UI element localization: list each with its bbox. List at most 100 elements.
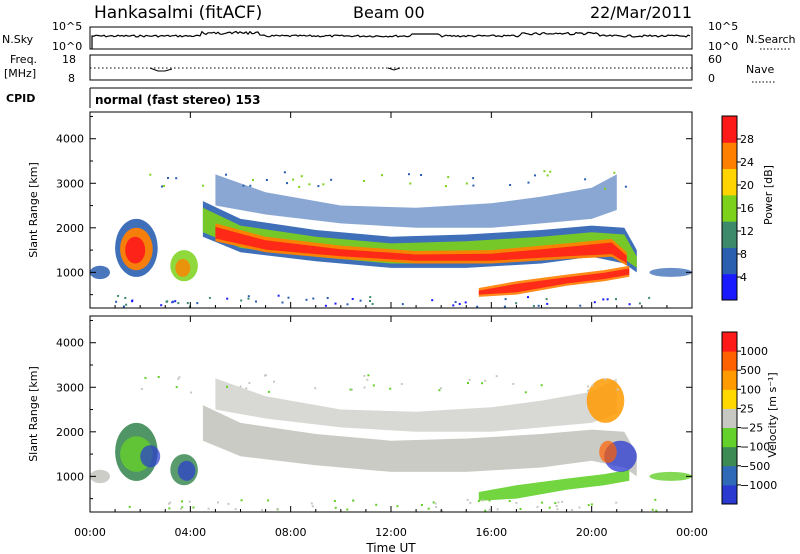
velocity-far-pixel (157, 376, 160, 378)
velocity-ground-pixel (466, 499, 469, 501)
power-far-pixel (604, 187, 607, 190)
velocity-ground-pixel (548, 506, 551, 509)
ytick-label: 3000 (56, 177, 84, 190)
colorbar-tick-label: 16 (740, 202, 754, 215)
power-ground-pixel (131, 299, 134, 302)
velocity-ground-pixel (615, 501, 618, 504)
power-far-pixel (330, 178, 333, 181)
velocity-far-pixel (267, 390, 270, 393)
power-far-pixel (472, 177, 475, 180)
velocity-ground-pixel (207, 507, 210, 510)
ytick-label: 2000 (56, 222, 84, 235)
power-low-band-peak (478, 268, 630, 295)
power-colorbar: 4 8 12 16 20 24 28 (721, 115, 754, 301)
power-ground-pixel (579, 304, 582, 307)
power-ground-pixel (208, 296, 211, 299)
velocity-axes: 1000 2000 3000 4000 (56, 319, 692, 500)
power-far-pixel (175, 177, 178, 180)
colorbar-tick-label: 24 (740, 156, 754, 169)
power-ground-pixel (324, 304, 327, 307)
velocity-ground-pixel (587, 504, 590, 507)
velocity-ground-pixel (557, 501, 560, 504)
xtick-label: 00:00 (74, 526, 106, 539)
velocity-ground-pixel (484, 509, 487, 512)
power-ground-pixel (464, 301, 467, 304)
velocity-west-blob-blue (140, 445, 161, 468)
velocity-far-pixel (140, 387, 143, 390)
power-ground-pixel (532, 305, 535, 307)
velocity-far-pixel (468, 378, 471, 381)
velocity-far-pixel (389, 387, 392, 390)
colorbar-swatch (722, 351, 737, 371)
velocity-orange-patch (586, 378, 625, 423)
power-far-pixel (292, 178, 295, 181)
velocity-ground-pixel (217, 501, 219, 504)
velocity-far-pixel (349, 388, 352, 391)
velocity-ground-pixel (651, 508, 654, 511)
velocity-ground-pixel (311, 505, 314, 508)
power-ground-pixel (401, 303, 404, 306)
power-far-pixel (242, 184, 245, 187)
velocity-far-pixel (177, 377, 180, 380)
power-far-pixel (624, 185, 627, 188)
velocity-far-pixel (438, 389, 441, 392)
power-ground-pixel (172, 300, 175, 303)
velocity-ground-pixel (180, 507, 182, 510)
power-far-pixel (317, 185, 320, 188)
power-ground-pixel (527, 296, 529, 299)
xtick-label: 00:00 (676, 526, 708, 539)
velocity-far-pixel (495, 375, 498, 378)
velocity-far-pixel (366, 378, 369, 381)
velocity-ground-pixel (333, 500, 336, 502)
colorbar-swatch (722, 427, 737, 448)
freq-blip-1 (149, 67, 173, 72)
velocity-ground-pixel (496, 508, 499, 511)
velocity-far-pixel (273, 380, 275, 383)
power-ground-pixel (226, 297, 229, 300)
velocity-far-pixel (144, 376, 147, 379)
colorbar-swatch (722, 116, 737, 143)
power-ground-pixel (606, 298, 609, 301)
power-ground-pixel (369, 300, 371, 302)
power-far-pixel (613, 171, 616, 174)
colorbar-swatch (722, 465, 737, 486)
colorbar-tick-label: −100 (740, 441, 770, 454)
noise-left-tick-bottom: 10^0 (52, 40, 82, 53)
velocity-far-pixel (439, 387, 442, 390)
colorbar-tick-label: 12 (740, 225, 754, 238)
power-far-pixel (445, 185, 447, 188)
colorbar-tick-label: −500 (740, 460, 770, 473)
velocity-far-pixel (175, 386, 178, 389)
noise-panel-frame (89, 26, 693, 50)
power-ground-pixel (369, 296, 372, 299)
power-far-pixel (472, 184, 475, 187)
power-far-pixel (409, 182, 412, 185)
colorbar-swatch (722, 370, 737, 390)
velocity-ground-pixel (556, 508, 559, 511)
freq-right-tick-bottom: 0 (708, 72, 715, 85)
velocity-ground-pixel (515, 501, 518, 504)
velocity-far-pixel (616, 388, 619, 391)
power-far-pixel (363, 179, 365, 182)
power-ground-pixel (166, 300, 169, 303)
power-ground-pixel (174, 300, 177, 303)
freq-left-tick-bottom: 8 (68, 72, 75, 85)
ytick-label: 1000 (56, 266, 84, 279)
power-far-pixel (534, 174, 536, 177)
power-ground-pixel (515, 302, 518, 305)
colorbar-tick-label: −25 (740, 422, 763, 435)
velocity-far-pixel (245, 387, 248, 390)
power-main-band-peak (215, 226, 627, 263)
velocity-far-pixel (264, 374, 267, 377)
velocity-ground-pixel (375, 503, 378, 506)
power-ground-pixel (277, 294, 280, 297)
power-ground-pixel (287, 296, 290, 299)
velocity-ground-pixel (267, 499, 270, 502)
velocity-upper-band (215, 378, 617, 432)
colorbar-swatch (722, 273, 737, 301)
velocity-ground-pixel (432, 501, 435, 504)
power-ground-pixel (648, 296, 651, 299)
freq-left-tick-top: 18 (62, 53, 76, 66)
noise-right-tick-top: 10^5 (708, 20, 738, 33)
